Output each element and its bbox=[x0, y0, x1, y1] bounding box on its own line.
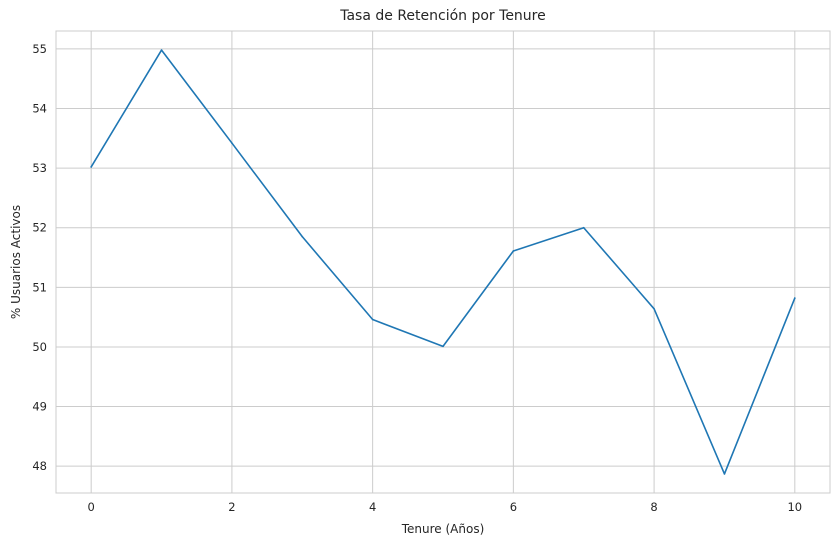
data-point bbox=[653, 307, 655, 310]
plot-area bbox=[55, 30, 831, 494]
data-point bbox=[301, 235, 304, 238]
data-point bbox=[231, 142, 233, 144]
data-point bbox=[794, 297, 796, 299]
y-axis-label: % Usuarios Activos bbox=[9, 205, 23, 319]
y-tick-label: 51 bbox=[32, 280, 47, 294]
x-tick-label: 2 bbox=[228, 500, 235, 514]
y-tick-label: 52 bbox=[32, 221, 47, 235]
y-tick-label: 55 bbox=[32, 42, 47, 56]
y-tick-label: 50 bbox=[32, 340, 47, 354]
data-point bbox=[160, 49, 163, 51]
y-tick-label: 49 bbox=[32, 400, 47, 414]
x-tick-label: 4 bbox=[369, 500, 376, 514]
y-axis-ticks: 48 49 50 51 52 53 54 55 bbox=[32, 42, 47, 473]
y-tick-label: 53 bbox=[32, 161, 47, 175]
data-point bbox=[723, 473, 726, 475]
grid-lines bbox=[56, 31, 830, 493]
y-tick-label: 48 bbox=[32, 459, 47, 473]
series-layer bbox=[90, 49, 796, 475]
y-tick-label: 54 bbox=[32, 101, 47, 115]
x-axis-label: Tenure (Años) bbox=[401, 522, 485, 536]
data-point bbox=[512, 250, 515, 252]
data-point bbox=[371, 318, 374, 321]
data-point bbox=[582, 226, 585, 229]
x-tick-label: 6 bbox=[510, 500, 517, 514]
data-point bbox=[442, 345, 444, 348]
data-point bbox=[90, 166, 92, 168]
chart-title: Tasa de Retención por Tenure bbox=[339, 8, 546, 24]
x-tick-label: 10 bbox=[787, 500, 802, 514]
x-axis-ticks: 0 2 4 6 8 10 bbox=[88, 500, 803, 514]
x-tick-label: 8 bbox=[650, 500, 657, 514]
x-tick-label: 0 bbox=[88, 500, 95, 514]
